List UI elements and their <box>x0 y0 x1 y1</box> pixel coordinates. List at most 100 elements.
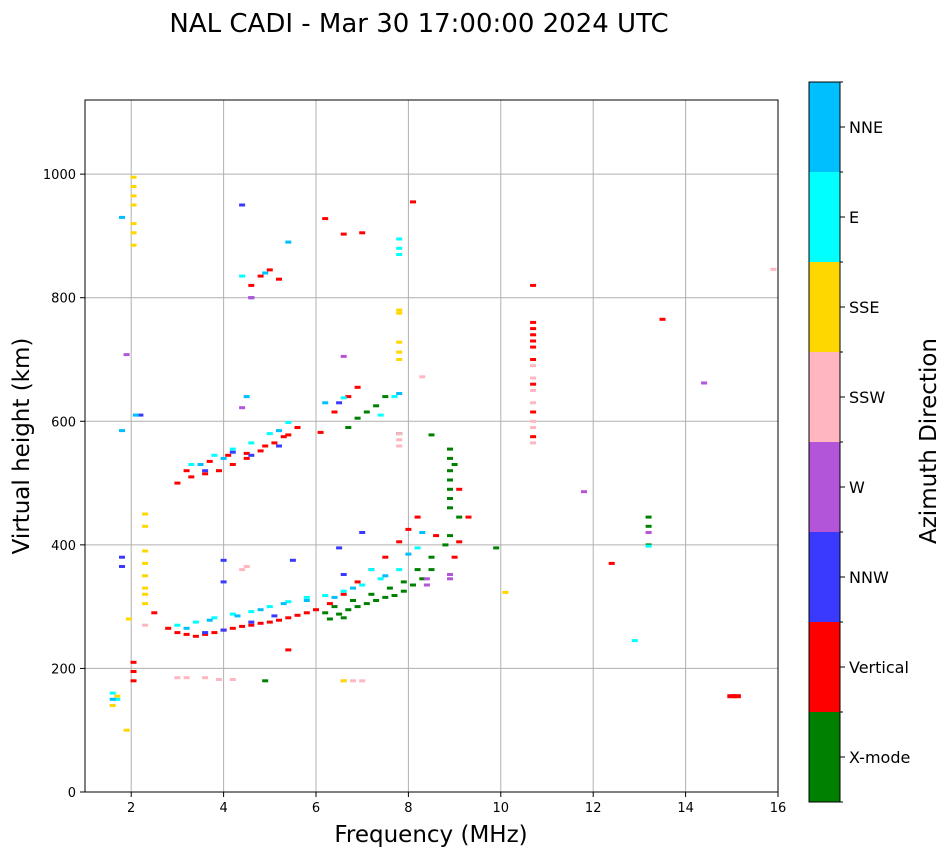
data-point-x-mode <box>447 506 453 510</box>
data-point-vertical <box>354 385 361 389</box>
data-point-e <box>248 610 255 614</box>
data-point-nne <box>119 429 125 433</box>
data-point-x-mode <box>428 433 435 437</box>
data-point-vertical <box>280 435 287 439</box>
data-point-vertical <box>174 481 181 485</box>
data-point-e <box>239 274 246 278</box>
data-point-vertical <box>465 515 472 519</box>
data-point-sse <box>125 617 132 621</box>
data-point-vertical <box>130 679 137 683</box>
data-point-sse <box>142 561 149 565</box>
data-point-vertical <box>530 382 537 386</box>
data-point-sse <box>130 231 137 235</box>
data-point-vertical <box>530 327 537 331</box>
data-point-vertical <box>530 435 537 439</box>
data-point-ssw <box>530 388 537 392</box>
data-point-sse <box>130 194 137 198</box>
data-point-vertical <box>530 283 537 287</box>
data-point-x-mode <box>645 515 652 519</box>
data-point-x-mode <box>340 616 347 620</box>
data-point-sse <box>130 243 137 247</box>
data-point-sse <box>396 358 403 361</box>
data-point-nnw <box>336 401 343 405</box>
data-point-vertical <box>225 453 232 457</box>
data-point-vertical <box>317 430 324 434</box>
data-point-vertical <box>294 426 301 429</box>
data-point-vertical <box>326 602 333 606</box>
data-point-x-mode <box>368 592 375 596</box>
colorbar-tick-label: W <box>849 478 865 497</box>
data-point-vertical <box>285 433 292 437</box>
data-point-vertical <box>530 339 537 343</box>
data-point-sse <box>396 340 403 344</box>
data-point-vertical <box>257 274 264 278</box>
data-point-e <box>391 395 398 399</box>
data-point-nne <box>220 456 227 460</box>
data-point-x-mode <box>419 577 426 581</box>
data-point-ssw <box>530 426 537 429</box>
data-point-e <box>211 616 218 620</box>
data-point-x-mode <box>373 404 380 408</box>
colorbar-tick-label: Vertical <box>849 658 909 677</box>
data-point-x-mode <box>345 608 352 612</box>
data-point-vertical <box>276 277 282 281</box>
data-point-ssw <box>142 623 149 627</box>
data-point-vertical <box>276 618 282 622</box>
data-point-nnw <box>336 546 343 550</box>
data-point-vertical <box>303 611 310 615</box>
data-point-w <box>239 406 246 410</box>
data-point-sse <box>396 308 403 312</box>
data-point-vertical <box>192 634 199 638</box>
data-point-nne <box>197 463 204 466</box>
data-point-e <box>396 568 403 572</box>
colorbar-tick-label: SSE <box>849 298 879 317</box>
data-point-nnw <box>220 628 227 632</box>
data-point-nne <box>234 614 241 618</box>
data-point-vertical <box>359 231 366 235</box>
data-point-sse <box>396 350 403 354</box>
colorbar-segment <box>809 172 840 262</box>
data-point-vertical <box>239 624 246 628</box>
data-point-sse <box>130 185 137 188</box>
data-point-ssw <box>229 678 236 681</box>
data-point-vertical <box>530 345 537 349</box>
data-point-e <box>211 453 218 457</box>
y-tick-label: 400 <box>51 539 76 554</box>
data-point-vertical <box>165 626 172 630</box>
x-tick-label: 14 <box>677 801 694 816</box>
data-point-e <box>188 463 195 466</box>
data-point-ssw <box>396 432 403 436</box>
colorbar-tick-label: X-mode <box>849 748 910 767</box>
data-point-x-mode <box>345 426 352 429</box>
colorbar-tick-label: NNW <box>849 568 889 587</box>
data-point-sse <box>502 590 509 594</box>
data-point-w <box>645 531 652 534</box>
colorbar: X-mode Vertical NNW W SSW SSE E NNE <box>808 81 910 803</box>
data-point-vertical <box>174 631 181 635</box>
colorbar-segment <box>809 352 840 442</box>
data-point-nne <box>206 618 213 622</box>
data-point-nne <box>243 395 250 399</box>
data-point-ssw <box>419 375 426 379</box>
data-point-vertical <box>243 451 250 455</box>
data-point-vertical <box>248 283 255 287</box>
data-point-vertical <box>183 632 190 636</box>
data-point-nne <box>183 626 190 630</box>
data-point-sse <box>123 728 130 732</box>
data-point-vertical <box>262 444 269 448</box>
data-point-x-mode <box>382 595 389 599</box>
data-point-x-mode <box>373 599 380 602</box>
data-point-w <box>447 573 453 576</box>
data-point-nne <box>257 608 264 612</box>
colorbar-tick-label: E <box>849 208 859 227</box>
data-point-w <box>123 353 130 357</box>
data-point-x-mode <box>447 447 453 451</box>
data-point-ssw <box>243 565 250 568</box>
colorbar-tick-label: NNE <box>849 118 883 137</box>
data-point-ssw <box>174 676 181 680</box>
data-point-nne <box>119 215 125 219</box>
data-point-e <box>396 237 403 241</box>
data-point-vertical <box>285 648 292 652</box>
data-point-vertical <box>456 487 463 491</box>
data-point-nne <box>419 531 426 534</box>
